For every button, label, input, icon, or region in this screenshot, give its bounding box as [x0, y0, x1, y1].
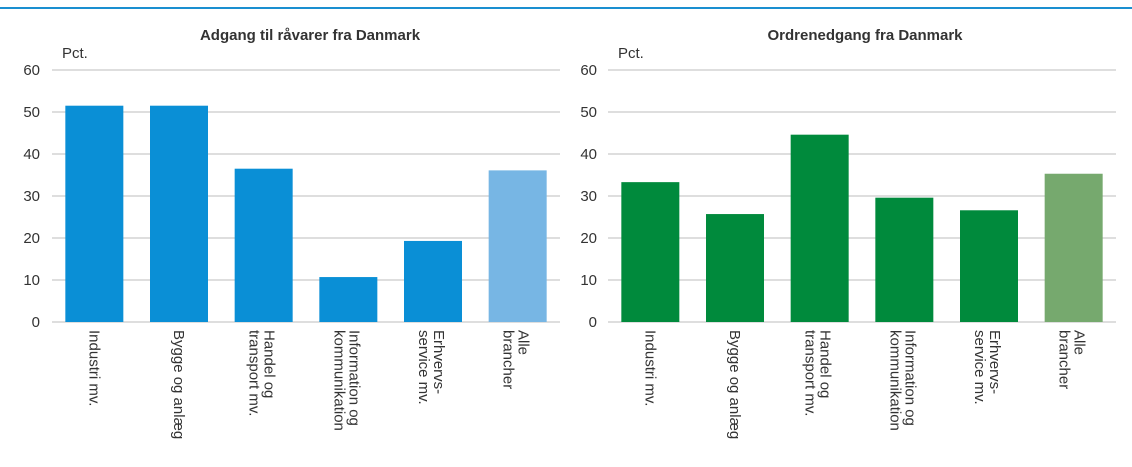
- x-tick-group: Allebrancher: [1056, 330, 1088, 389]
- bar: [150, 105, 208, 322]
- x-tick-label: Allebrancher: [1056, 330, 1088, 389]
- bar: [234, 168, 293, 322]
- y-tick-label: 60: [580, 62, 597, 79]
- y-tick-label: 0: [32, 314, 40, 331]
- x-tick-group: Erhvervs-service mv.: [415, 330, 447, 405]
- x-tick-label: Information ogkommunikation: [330, 330, 362, 431]
- chart-title: Adgang til råvarer fra Danmark: [200, 27, 421, 44]
- y-tick-label: 50: [580, 104, 597, 121]
- bar: [790, 134, 849, 322]
- x-tick-group: Bygge og anlæg: [170, 330, 187, 439]
- x-tick-group: Bygge og anlæg: [726, 330, 743, 439]
- chart-title: Ordrenedgang fra Danmark: [767, 27, 963, 44]
- y-tick-label: 30: [23, 188, 40, 205]
- y-axis-label: Pct.: [618, 45, 644, 62]
- y-tick-label: 20: [23, 230, 40, 247]
- bar: [488, 170, 547, 322]
- bar: [960, 210, 1018, 322]
- bar: [319, 277, 378, 322]
- x-tick-group: Industri mv.: [85, 330, 102, 406]
- bar: [1044, 173, 1103, 322]
- x-tick-group: Information ogkommunikation: [330, 330, 362, 431]
- bar: [65, 105, 124, 322]
- x-tick-label: Handel ogtransport mv.: [802, 330, 834, 416]
- x-tick-group: Handel ogtransport mv.: [246, 330, 278, 416]
- y-tick-label: 10: [580, 272, 597, 289]
- x-tick-group: Handel ogtransport mv.: [802, 330, 834, 416]
- x-tick-label: Erhvervs-service mv.: [971, 330, 1003, 405]
- y-tick-label: 0: [589, 314, 597, 331]
- x-tick-label: Handel ogtransport mv.: [246, 330, 278, 416]
- y-tick-label: 40: [580, 146, 597, 163]
- x-tick-group: Allebrancher: [500, 330, 532, 389]
- x-tick-label: Industri mv.: [641, 330, 658, 406]
- bar: [404, 240, 462, 322]
- y-tick-label: 50: [23, 104, 40, 121]
- bar: [706, 214, 764, 322]
- x-tick-group: Information ogkommunikation: [886, 330, 918, 431]
- bar: [875, 197, 934, 322]
- x-tick-label: Bygge og anlæg: [170, 330, 187, 439]
- x-tick-label: Bygge og anlæg: [726, 330, 743, 439]
- x-tick-label: Allebrancher: [500, 330, 532, 389]
- x-tick-group: Erhvervs-service mv.: [971, 330, 1003, 405]
- y-tick-label: 30: [580, 188, 597, 205]
- y-tick-label: 10: [23, 272, 40, 289]
- y-tick-label: 20: [580, 230, 597, 247]
- x-tick-label: Erhvervs-service mv.: [415, 330, 447, 405]
- y-tick-label: 40: [23, 146, 40, 163]
- bar: [621, 182, 680, 322]
- x-tick-group: Industri mv.: [641, 330, 658, 406]
- y-tick-label: 60: [23, 62, 40, 79]
- x-tick-label: Information ogkommunikation: [886, 330, 918, 431]
- y-axis-label: Pct.: [62, 45, 88, 62]
- x-tick-label: Industri mv.: [85, 330, 102, 406]
